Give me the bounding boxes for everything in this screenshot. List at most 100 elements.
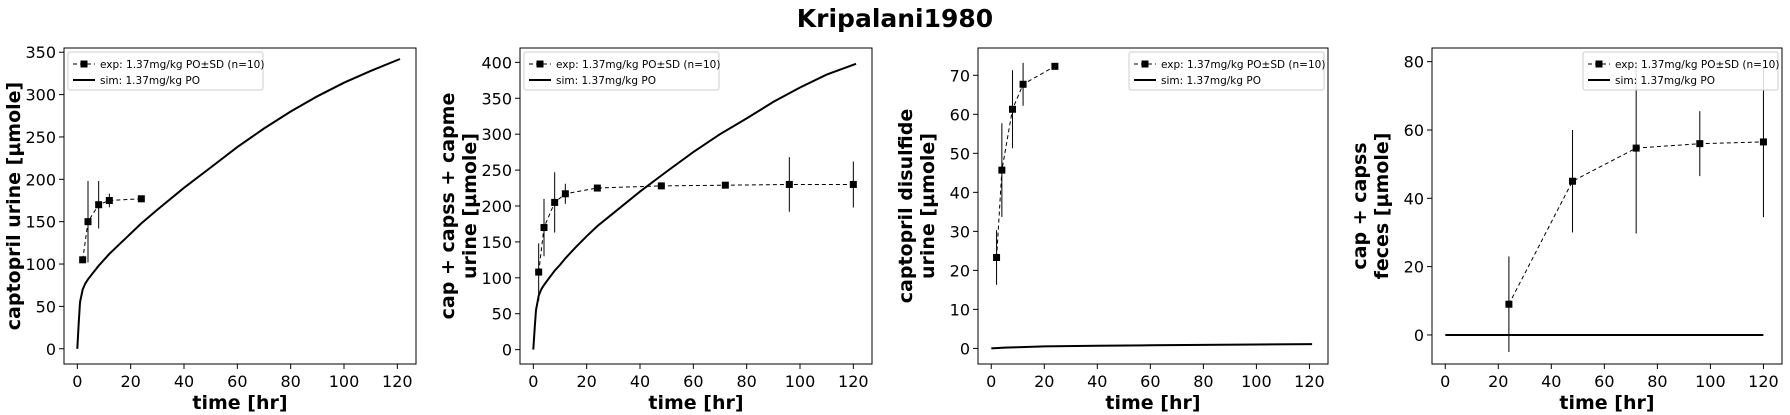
legend-entry: sim: 1.37mg/kg PO: [1161, 75, 1261, 87]
y-tick-label: 40: [1404, 189, 1424, 208]
legend-box: [1582, 51, 1779, 91]
data-point-marker: [1632, 144, 1640, 152]
x-tick-label: 40: [630, 372, 650, 391]
plot-area: [532, 62, 857, 350]
y-tick-label: 10: [950, 300, 970, 319]
chart-panel-3: 0 20 40 60 80 100 120 0 10 20 30 40 50 60 70 time [hr] c…: [895, 47, 1329, 414]
x-axis-label: time [hr]: [192, 392, 287, 414]
x-tick-label: 60: [683, 372, 703, 391]
y-axis-label: captopril urine [µmole]: [3, 82, 25, 330]
y-axis-label-line: captopril urine [µmole]: [3, 82, 25, 330]
legend-entry: exp: 1.37mg/kg PO±SD (n=10): [1161, 59, 1325, 71]
x-tick-label: 120: [382, 372, 413, 391]
legend-entry: exp: 1.37mg/kg PO±SD (n=10): [100, 59, 264, 71]
legend-box: [67, 51, 264, 91]
x-tick-label: 100: [1241, 372, 1272, 391]
y-tick-label: 200: [25, 170, 56, 189]
legend: exp: 1.37mg/kg PO±SD (n=10) sim: 1.37mg/k…: [1128, 51, 1325, 91]
legend: exp: 1.37mg/kg PO±SD (n=10) sim: 1.37mg/k…: [523, 51, 720, 91]
x-tick-label: 60: [1140, 372, 1160, 391]
data-point-marker: [105, 196, 113, 204]
data-point-marker: [1569, 177, 1577, 185]
data-point-marker: [561, 190, 569, 198]
data-point-marker: [540, 224, 548, 232]
legend: exp: 1.37mg/kg PO±SD (n=10) sim: 1.37mg/k…: [67, 51, 264, 91]
legend-entry: sim: 1.37mg/kg PO: [1615, 75, 1715, 87]
y-axis-label: cap + capssfeces [µmole]: [1349, 133, 1393, 280]
y-axis-label-line: cap + capss + capme: [437, 93, 459, 320]
legend-marker: [1595, 60, 1603, 68]
x-tick-label: 80: [280, 372, 300, 391]
data-point-marker: [1051, 62, 1059, 70]
x-tick-label: 20: [1488, 372, 1508, 391]
plot-area: [76, 58, 401, 349]
x-tick-label: 0: [986, 372, 996, 391]
data-point-marker: [535, 268, 543, 276]
legend-entry: sim: 1.37mg/kg PO: [556, 75, 656, 87]
x-tick-label: 20: [576, 372, 596, 391]
x-tick-label: 100: [329, 372, 360, 391]
data-point-marker: [785, 180, 793, 188]
y-tick-label: 0: [1414, 326, 1424, 345]
data-point-marker: [95, 201, 103, 209]
x-tick-label: 60: [227, 372, 247, 391]
y-tick-label: 50: [36, 297, 56, 316]
plot-frame: [63, 47, 417, 365]
y-tick-label: 100: [481, 269, 512, 288]
data-point-marker: [137, 195, 145, 203]
y-axis-label-line: urine [µmole]: [459, 133, 481, 279]
x-tick-label: 80: [1193, 372, 1213, 391]
x-tick-label: 120: [838, 372, 869, 391]
data-point-marker: [1505, 300, 1513, 308]
plot-frame: [977, 47, 1329, 365]
y-tick-label: 30: [950, 222, 970, 241]
y-tick-label: 300: [25, 86, 56, 105]
x-tick-label: 100: [785, 372, 816, 391]
series-line-sim: [76, 58, 401, 349]
plot-frame: [519, 47, 873, 365]
data-point-marker: [993, 253, 1001, 261]
y-tick-label: 60: [950, 105, 970, 124]
x-tick-label: 0: [528, 372, 538, 391]
x-tick-label: 0: [1440, 372, 1450, 391]
y-tick-label: 0: [960, 339, 970, 358]
x-tick-label: 20: [1034, 372, 1054, 391]
data-point-marker: [998, 166, 1006, 174]
x-axis-label: time [hr]: [1559, 392, 1654, 414]
y-tick-label: 250: [481, 161, 512, 180]
y-tick-label: 100: [25, 255, 56, 274]
data-point-marker: [593, 184, 601, 192]
y-tick-label: 150: [25, 213, 56, 232]
plot-area: [1445, 62, 1767, 353]
x-tick-label: 120: [1748, 372, 1779, 391]
x-tick-label: 100: [1695, 372, 1726, 391]
data-point-marker: [657, 182, 665, 190]
y-tick-label: 300: [481, 125, 512, 144]
y-tick-label: 150: [481, 233, 512, 252]
y-tick-label: 60: [1404, 121, 1424, 140]
y-tick-label: 20: [1404, 258, 1424, 277]
y-axis-label-line: captopril disulfide: [895, 109, 917, 303]
series-line-sim: [991, 343, 1313, 350]
legend-marker: [536, 60, 544, 68]
y-tick-label: 80: [1404, 53, 1424, 72]
y-tick-label: 40: [950, 183, 970, 202]
y-tick-label: 400: [481, 53, 512, 72]
chart-panel-1: 0 20 40 60 80 100 120 0 50 100 150 200 250 300 350 time…: [3, 43, 417, 414]
data-point-marker: [721, 181, 729, 189]
data-point-marker: [84, 218, 92, 226]
data-point-marker: [1019, 80, 1027, 88]
y-axis-label-line: urine [µmole]: [917, 133, 939, 279]
legend-box: [523, 51, 720, 91]
data-point-marker: [1008, 105, 1016, 113]
y-tick-label: 0: [502, 341, 512, 360]
x-tick-label: 80: [1647, 372, 1667, 391]
y-tick-label: 250: [25, 128, 56, 147]
plot-frame: [1431, 47, 1783, 365]
x-tick-label: 60: [1594, 372, 1614, 391]
y-axis-label-line: cap + capss: [1349, 142, 1371, 269]
series-line-exp: [996, 65, 1056, 258]
x-tick-label: 40: [1087, 372, 1107, 391]
y-tick-label: 20: [950, 261, 970, 280]
